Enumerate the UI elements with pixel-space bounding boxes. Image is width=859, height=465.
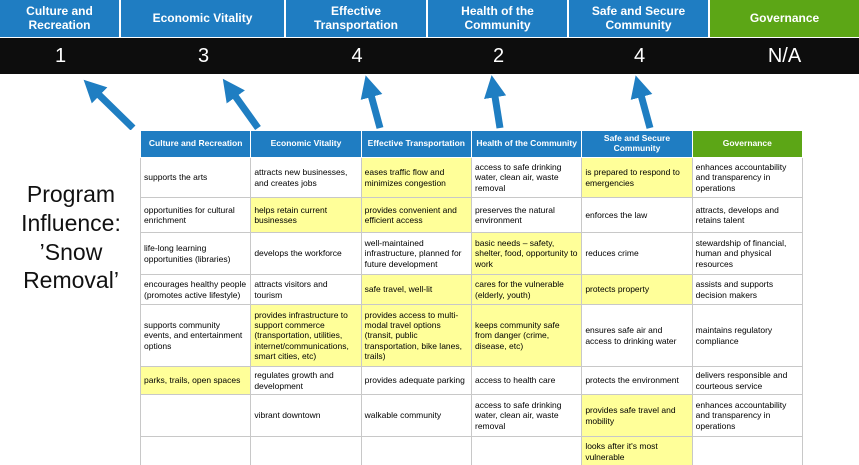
- score-culture-and-recreation: 1: [54, 44, 67, 67]
- arrow-2: [222, 78, 261, 130]
- matrix-cell-r6c3: provides adequate parking: [360, 366, 472, 395]
- pillar-effective-transportation: Effective Transportation: [286, 0, 428, 37]
- score-band: 1 3 4 2 4 N/A: [0, 38, 859, 74]
- matrix-row-4: encourages healthy people (promotes acti…: [139, 274, 804, 305]
- pillar-banner: Culture and Recreation Economic Vitality…: [0, 0, 859, 37]
- matrix-row-7: vibrant downtown walkable community access…: [139, 394, 804, 437]
- pillar-economic-vitality: Economic Vitality: [121, 0, 286, 37]
- matrix-cell-r5c2: provides infrastructure to support comme…: [250, 304, 362, 367]
- pillar-culture-and-recreation: Culture and Recreation: [0, 0, 121, 37]
- matrix-row-3: life-long learning opportunities (librar…: [139, 232, 804, 275]
- matrix-cell-r5c1: supports community events, and entertain…: [139, 304, 252, 367]
- matrix-cell-r1c4: access to safe drinking water, clean air…: [470, 157, 583, 198]
- matrix-cell-r4c6: assists and supports decision makers: [691, 274, 804, 305]
- matrix-cell-r7c3: walkable community: [360, 394, 472, 437]
- matrix-cell-r2c1: opportunities for cultural enrichment: [139, 197, 252, 233]
- matrix-cell-r7c6: enhances accountability and transparency…: [691, 394, 804, 437]
- matrix-row-1: supports the arts attracts new businesses…: [139, 157, 804, 198]
- score-health-of-the-community: 2: [492, 44, 505, 67]
- matrix-header-1: Culture and Recreation: [139, 130, 252, 158]
- matrix-cell-r1c2: attracts new businesses, and creates job…: [250, 157, 362, 198]
- matrix-cell-r1c6: enhances accountability and transparency…: [691, 157, 804, 198]
- matrix-cell-r4c5: protects property: [581, 274, 693, 305]
- matrix-cell-r2c2: helps retain current businesses: [250, 197, 362, 233]
- arrow-1: [83, 79, 136, 130]
- matrix-cell-r2c6: attracts, develops and retains talent: [691, 197, 804, 233]
- matrix-cell-r5c4: keeps community safe from danger (crime,…: [470, 304, 583, 367]
- matrix-cell-r7c2: vibrant downtown: [250, 394, 362, 437]
- matrix-cell-r4c1: encourages healthy people (promotes acti…: [139, 274, 252, 305]
- matrix-cell-r8c4: [470, 436, 583, 465]
- matrix-cell-r3c6: stewardship of financial, human and phys…: [691, 232, 804, 275]
- matrix-cell-r8c5: looks after it's most vulnerable: [581, 436, 693, 465]
- matrix-cell-r4c4: cares for the vulnerable (elderly, youth…: [470, 274, 583, 305]
- score-safe-and-secure-community: 4: [633, 44, 646, 67]
- program-title-line2: ’Snow Removal’: [23, 238, 119, 294]
- arrow-3: [360, 75, 384, 129]
- matrix-cell-r1c1: supports the arts: [139, 157, 252, 198]
- matrix-row-6: parks, trails, open spaces regulates grow…: [139, 366, 804, 395]
- arrows-graphic: [83, 75, 654, 130]
- matrix-cell-r3c3: well-maintained infrastructure, planned …: [360, 232, 472, 275]
- matrix-cell-r6c5: protects the environment: [581, 366, 693, 395]
- matrix-cell-r4c3: safe travel, well-lit: [360, 274, 472, 305]
- matrix-cell-r8c2: [250, 436, 362, 465]
- matrix-cell-r3c1: life-long learning opportunities (librar…: [139, 232, 252, 275]
- score-effective-transportation: 4: [351, 44, 363, 67]
- matrix-cell-r1c3: eases traffic flow and minimizes congest…: [360, 157, 472, 198]
- matrix-cell-r7c5: provides safe travel and mobility: [581, 394, 693, 437]
- matrix-header-3: Effective Transportation: [360, 130, 472, 158]
- matrix-cell-r8c6: [691, 436, 804, 465]
- matrix-cell-r2c4: preserves the natural environment: [470, 197, 583, 233]
- matrix-cell-r7c4: access to safe drinking water, clean air…: [470, 394, 583, 437]
- influence-matrix: Culture and Recreation Economic Vitality E…: [139, 130, 804, 465]
- matrix-cell-r6c4: access to health care: [470, 366, 583, 395]
- matrix-cell-r3c5: reduces crime: [581, 232, 693, 275]
- program-title: Program Influence: ’Snow Removal’: [2, 180, 140, 295]
- pillar-health-of-the-community: Health of the Community: [428, 0, 569, 37]
- matrix-cell-r2c5: enforces the law: [581, 197, 693, 233]
- pillar-governance: Governance: [710, 0, 859, 37]
- matrix-header-row: Culture and Recreation Economic Vitality E…: [139, 130, 804, 158]
- matrix-cell-r5c6: maintains regulatory compliance: [691, 304, 804, 367]
- matrix-header-4: Health of the Community: [470, 130, 583, 158]
- matrix-cell-r8c3: [360, 436, 472, 465]
- matrix-cell-r6c6: delivers responsible and courteous servi…: [691, 366, 804, 395]
- matrix-cell-r7c1: [139, 394, 252, 437]
- score-governance: N/A: [767, 44, 802, 67]
- arrow-4: [484, 75, 507, 129]
- matrix-header-5: Safe and Secure Community: [581, 130, 693, 158]
- matrix-cell-r3c2: develops the workforce: [250, 232, 362, 275]
- matrix-cell-r1c5: is prepared to respond to emergencies: [581, 157, 693, 198]
- matrix-header-6: Governance: [691, 130, 804, 158]
- matrix-cell-r4c2: attracts visitors and tourism: [250, 274, 362, 305]
- program-title-line1: Program Influence:: [21, 181, 121, 236]
- arrow-5: [630, 75, 654, 129]
- matrix-cell-r5c3: provides access to multi-modal travel op…: [360, 304, 472, 367]
- score-economic-vitality: 3: [197, 44, 210, 67]
- matrix-cell-r3c4: basic needs – safety, shelter, food, opp…: [470, 232, 583, 275]
- matrix-cell-r5c5: ensures safe air and access to drinking …: [581, 304, 693, 367]
- matrix-row-8: looks after it's most vulnerable: [139, 436, 804, 465]
- matrix-cell-r2c3: provides convenient and efficient access: [360, 197, 472, 233]
- pillar-safe-and-secure-community: Safe and Secure Community: [569, 0, 710, 37]
- matrix-row-2: opportunities for cultural enrichment hel…: [139, 197, 804, 233]
- matrix-cell-r6c1: parks, trails, open spaces: [139, 366, 252, 395]
- matrix-row-5: supports community events, and entertain…: [139, 304, 804, 367]
- matrix-cell-r8c1: [139, 436, 252, 465]
- matrix-cell-r6c2: regulates growth and development: [250, 366, 362, 395]
- matrix-header-2: Economic Vitality: [250, 130, 362, 158]
